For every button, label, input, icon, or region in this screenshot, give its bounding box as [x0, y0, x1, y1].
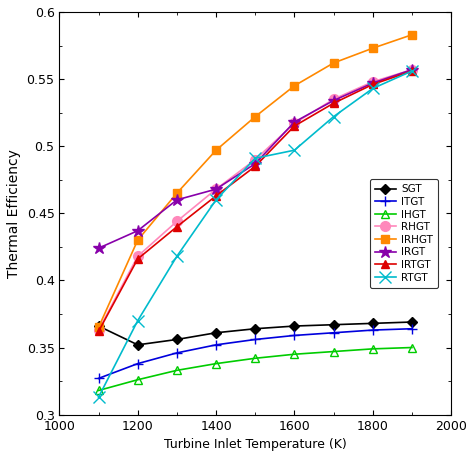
Line: ITGT: ITGT — [94, 324, 417, 383]
ITGT — [370, 327, 375, 333]
IRTGT — [174, 224, 180, 229]
Line: SGT: SGT — [95, 319, 415, 349]
SGT — [213, 330, 219, 336]
IRGT — [331, 98, 337, 104]
SGT — [252, 326, 258, 332]
IRGT — [96, 245, 101, 251]
Line: IRGT: IRGT — [92, 63, 418, 255]
RTGT — [252, 156, 258, 161]
RHGT — [331, 97, 337, 102]
SGT — [331, 322, 337, 327]
RHGT — [135, 253, 141, 259]
IRTGT — [135, 256, 141, 262]
ITGT — [96, 376, 101, 381]
ITGT — [331, 330, 337, 336]
SGT — [292, 323, 297, 329]
IRGT — [370, 80, 375, 86]
RTGT — [409, 68, 415, 74]
Y-axis label: Thermal Efficiency: Thermal Efficiency — [7, 149, 21, 278]
ITGT — [213, 342, 219, 348]
ITGT — [292, 333, 297, 338]
Line: IRTGT: IRTGT — [94, 67, 416, 336]
Line: IHGT: IHGT — [94, 344, 416, 395]
IRTGT — [331, 100, 337, 106]
RHGT — [174, 218, 180, 224]
IRHGT — [409, 32, 415, 38]
RTGT — [370, 86, 375, 91]
RTGT — [96, 394, 101, 400]
RHGT — [96, 327, 101, 333]
IRTGT — [370, 82, 375, 87]
SGT — [96, 323, 101, 329]
Line: IRHGT: IRHGT — [94, 31, 416, 332]
ITGT — [409, 326, 415, 332]
IRHGT — [292, 83, 297, 88]
SGT — [135, 342, 141, 348]
RTGT — [292, 147, 297, 153]
RHGT — [292, 120, 297, 126]
IHGT — [96, 388, 101, 393]
RTGT — [213, 197, 219, 202]
Legend: SGT, ITGT, IHGT, RHGT, IRHGT, IRGT, IRTGT, RTGT: SGT, ITGT, IHGT, RHGT, IRHGT, IRGT, IRTG… — [370, 179, 438, 288]
RTGT — [331, 114, 337, 120]
ITGT — [174, 350, 180, 356]
IHGT — [409, 345, 415, 350]
IRTGT — [409, 68, 415, 74]
RHGT — [409, 67, 415, 72]
Line: RTGT: RTGT — [93, 65, 418, 403]
IRHGT — [135, 237, 141, 243]
IHGT — [135, 377, 141, 382]
IRHGT — [370, 45, 375, 51]
IRGT — [213, 186, 219, 192]
IRGT — [292, 119, 297, 125]
ITGT — [252, 337, 258, 342]
IRHGT — [96, 325, 101, 330]
SGT — [174, 337, 180, 342]
IHGT — [331, 349, 337, 354]
IHGT — [174, 368, 180, 373]
IHGT — [213, 361, 219, 366]
IRTGT — [252, 164, 258, 169]
IRGT — [252, 161, 258, 166]
RHGT — [370, 79, 375, 84]
IRGT — [409, 67, 415, 72]
IHGT — [292, 351, 297, 357]
IRGT — [174, 197, 180, 202]
RHGT — [213, 186, 219, 192]
IRHGT — [331, 60, 337, 65]
RTGT — [174, 253, 180, 259]
IHGT — [252, 355, 258, 361]
ITGT — [135, 361, 141, 366]
IRHGT — [252, 114, 258, 120]
X-axis label: Turbine Inlet Temperature (K): Turbine Inlet Temperature (K) — [164, 438, 346, 451]
IRTGT — [292, 123, 297, 129]
IRTGT — [96, 329, 101, 334]
SGT — [409, 319, 415, 325]
IRHGT — [213, 147, 219, 153]
Line: RHGT: RHGT — [94, 65, 417, 335]
IRTGT — [213, 193, 219, 199]
SGT — [370, 321, 375, 326]
IRHGT — [174, 191, 180, 196]
IHGT — [370, 346, 375, 352]
RTGT — [135, 318, 141, 323]
IRGT — [135, 228, 141, 234]
RHGT — [252, 157, 258, 162]
